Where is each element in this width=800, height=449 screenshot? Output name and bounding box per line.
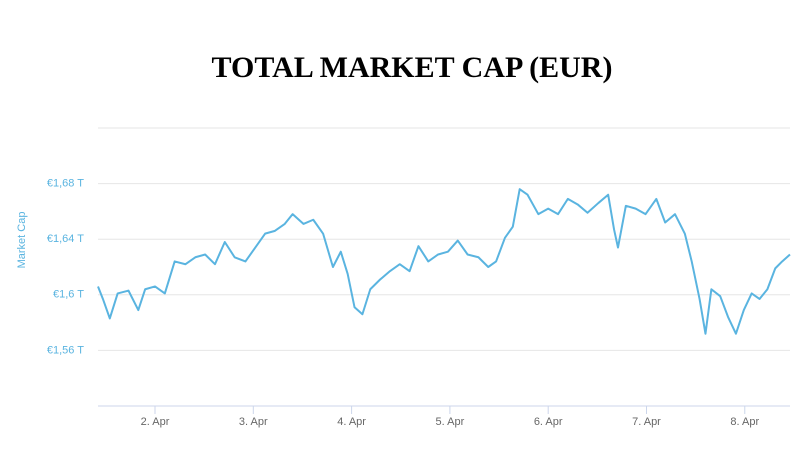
x-tick-label: 8. Apr: [730, 416, 759, 428]
y-tick-label: €1,68 T: [47, 178, 84, 190]
x-tick-label: 4. Apr: [337, 416, 366, 428]
x-tick-label: 5. Apr: [436, 416, 465, 428]
x-tick-label: 7. Apr: [632, 416, 661, 428]
x-tick-label: 2. Apr: [141, 416, 170, 428]
y-tick-label: €1,6 T: [53, 289, 84, 301]
y-axis-title: Market Cap: [16, 212, 28, 269]
chart-title: TOTAL MARKET CAP (EUR): [212, 51, 613, 84]
data-line: [97, 188, 791, 335]
y-tick-label: €1,56 T: [47, 344, 84, 356]
x-tick-label: 3. Apr: [239, 416, 268, 428]
x-tick-label: 6. Apr: [534, 416, 563, 428]
y-tick-label: €1,64 T: [47, 233, 84, 245]
